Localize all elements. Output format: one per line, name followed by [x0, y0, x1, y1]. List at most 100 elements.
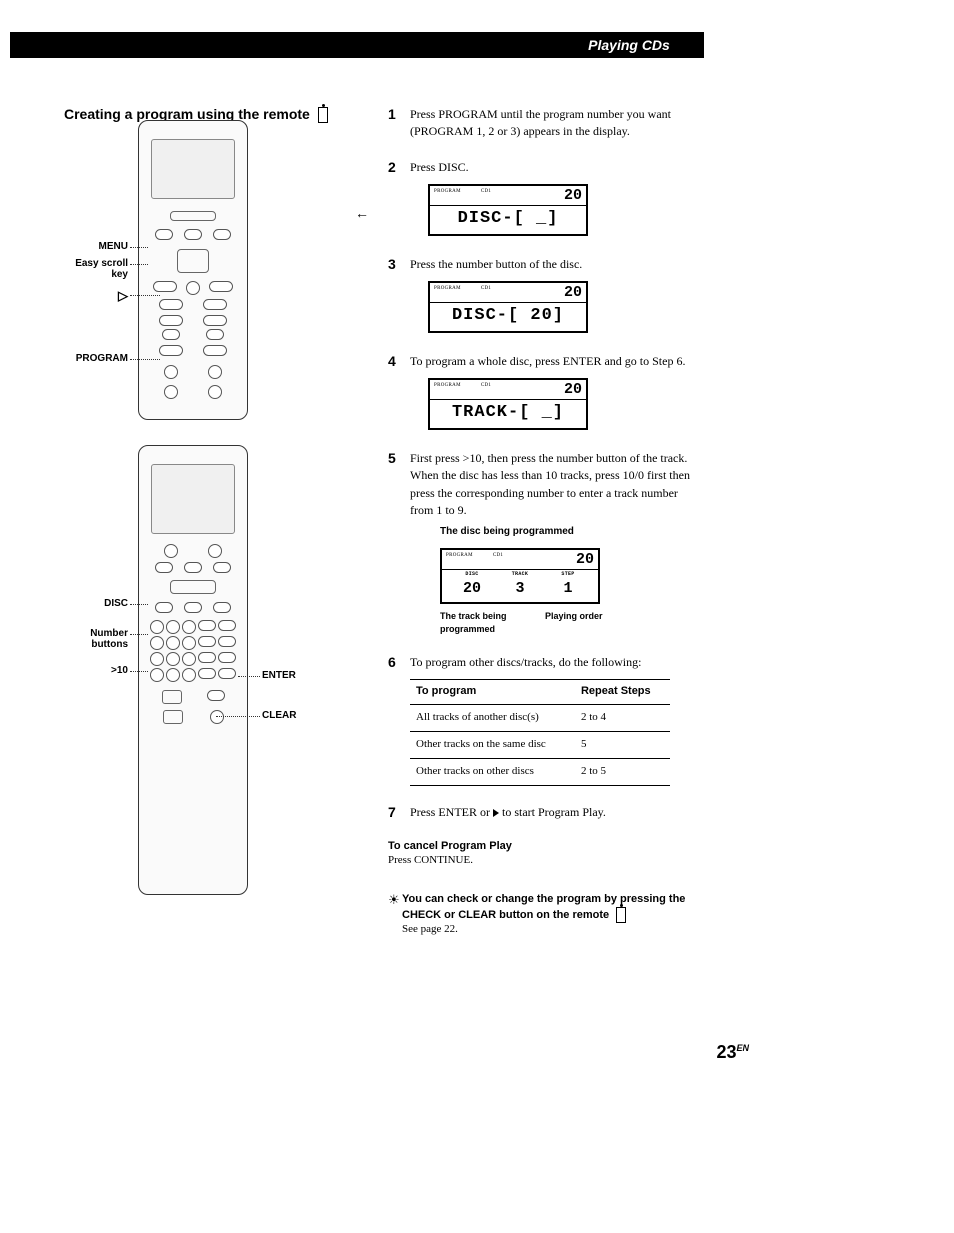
callout-line	[130, 359, 160, 360]
step-body: Press PROGRAM until the program number y…	[410, 106, 704, 141]
callout-easy-scroll: Easy scroll key	[64, 258, 128, 280]
callout-line	[130, 634, 148, 635]
tip-block: ☀ You can check or change the program by…	[388, 892, 704, 936]
callout-menu: MENU	[76, 241, 128, 252]
callout-line	[130, 295, 160, 296]
callout-clear: CLEAR	[262, 710, 296, 721]
disp-mode: CD1	[481, 285, 491, 300]
cancel-block: To cancel Program Play Press CONTINUE.	[388, 840, 704, 866]
step-6: 6 To program other discs/tracks, do the …	[388, 654, 704, 786]
lcd-display: PROGRAM CD1 20 DISC 20 TRACK 3 STEP	[440, 548, 600, 604]
disp-num: 20	[576, 552, 594, 567]
callout-line	[216, 716, 260, 717]
table-header: To program	[410, 680, 575, 705]
table-header-row: To program Repeat Steps	[410, 680, 670, 705]
caption-left: The track being programmed	[440, 610, 535, 636]
arrow-indicator: ←	[355, 207, 369, 223]
col-val: 1	[544, 578, 592, 600]
remote-illustration-top	[138, 120, 248, 420]
step-7: 7 Press ENTER or to start Program Play.	[388, 804, 704, 821]
step-body: First press >10, then press the number b…	[410, 450, 704, 636]
step-body: Press the number button of the disc. PRO…	[410, 256, 704, 333]
step-body: To program a whole disc, press ENTER and…	[410, 353, 704, 430]
step-text: To program a whole disc, press ENTER and…	[410, 353, 704, 370]
lcd-display: PROGRAM CD1 20 DISC-[ 20]	[428, 281, 588, 333]
callout-play-symbol: ▷	[96, 288, 128, 304]
col-label: TRACK	[496, 571, 544, 578]
table-cell: Other tracks on other discs	[410, 759, 575, 786]
table-cell: All tracks of another disc(s)	[410, 705, 575, 732]
table-cell: 5	[575, 732, 670, 759]
remote-icon	[616, 907, 626, 923]
callout-enter: ENTER	[262, 670, 296, 681]
header-tab: Playing CDs	[554, 32, 704, 58]
step-body: Press ENTER or to start Program Play.	[410, 804, 704, 821]
callout-line	[238, 676, 260, 677]
table-cell: 2 to 5	[575, 759, 670, 786]
disp-num: 20	[564, 285, 582, 300]
tip-see: See page 22.	[402, 923, 458, 935]
callout-gt10: >10	[96, 665, 128, 676]
page-number: 23EN	[716, 1042, 749, 1063]
disp-mode: CD1	[493, 552, 503, 567]
col-val: 20	[448, 578, 496, 600]
disp-mode: CD1	[481, 188, 491, 203]
step-text: To program other discs/tracks, do the fo…	[410, 654, 704, 671]
cancel-text: Press CONTINUE.	[388, 854, 704, 866]
remote-illustration-bottom	[138, 445, 248, 895]
step-body: To program other discs/tracks, do the fo…	[410, 654, 704, 786]
lcd-display: PROGRAM CD1 20 DISC-[ _]	[428, 184, 588, 236]
step-3: 3 Press the number button of the disc. P…	[388, 256, 704, 333]
cancel-title: To cancel Program Play	[388, 840, 704, 852]
program-table: To program Repeat Steps All tracks of an…	[410, 679, 670, 786]
step-text-a: Press ENTER or	[410, 805, 493, 819]
step-2: 2 Press DISC. PROGRAM CD1 20 DISC-[ _]	[388, 159, 704, 236]
table-row: Other tracks on other discs 2 to 5	[410, 759, 670, 786]
step-5: 5 First press >10, then press the number…	[388, 450, 704, 636]
lcd-display: PROGRAM CD1 20 TRACK-[ _]	[428, 378, 588, 430]
callout-program: PROGRAM	[60, 353, 128, 364]
disp-mode: CD1	[481, 382, 491, 397]
step-text: Press DISC.	[410, 159, 704, 176]
step-text: Press the number button of the disc.	[410, 256, 704, 273]
disp-label: PROGRAM	[446, 552, 473, 567]
callout-line	[130, 264, 148, 265]
disp-num: 20	[564, 188, 582, 203]
remote-icon	[318, 107, 328, 123]
caption-right: Playing order	[545, 610, 603, 636]
step-number: 6	[388, 654, 410, 786]
disp-num: 20	[564, 382, 582, 397]
col-label: STEP	[544, 571, 592, 578]
step-4: 4 To program a whole disc, press ENTER a…	[388, 353, 704, 430]
page-num-value: 23	[716, 1042, 736, 1062]
table-header: Repeat Steps	[575, 680, 670, 705]
disp-main: TRACK-[ _]	[430, 400, 586, 428]
tip-icon: ☀	[388, 892, 402, 936]
callout-number-buttons: Number buttons	[70, 628, 128, 650]
step-number: 4	[388, 353, 410, 430]
col-label: DISC	[448, 571, 496, 578]
callout-line	[130, 604, 148, 605]
step-text-b: to start Program Play.	[499, 805, 606, 819]
page-num-suffix: EN	[736, 1043, 749, 1053]
step-body: Press DISC. PROGRAM CD1 20 DISC-[ _]	[410, 159, 704, 236]
disp-main: DISC-[ 20]	[430, 303, 586, 331]
table-cell: 2 to 4	[575, 705, 670, 732]
step-number: 7	[388, 804, 410, 821]
table-cell: Other tracks on the same disc	[410, 732, 575, 759]
steps-column: 1 Press PROGRAM until the program number…	[388, 106, 704, 935]
step-1: 1 Press PROGRAM until the program number…	[388, 106, 704, 141]
table-row: Other tracks on the same disc 5	[410, 732, 670, 759]
tip-line: You can check or change the program by p…	[402, 893, 685, 921]
callout-line	[130, 671, 148, 672]
caption-top: The disc being programmed	[440, 525, 704, 540]
step-number: 3	[388, 256, 410, 333]
callout-line	[130, 247, 148, 248]
step-number: 2	[388, 159, 410, 236]
col-val: 3	[496, 578, 544, 600]
disp-main: DISC-[ _]	[430, 206, 586, 234]
tip-text: You can check or change the program by p…	[402, 893, 685, 921]
step-number: 5	[388, 450, 410, 636]
table-row: All tracks of another disc(s) 2 to 4	[410, 705, 670, 732]
callout-disc: DISC	[84, 598, 128, 609]
